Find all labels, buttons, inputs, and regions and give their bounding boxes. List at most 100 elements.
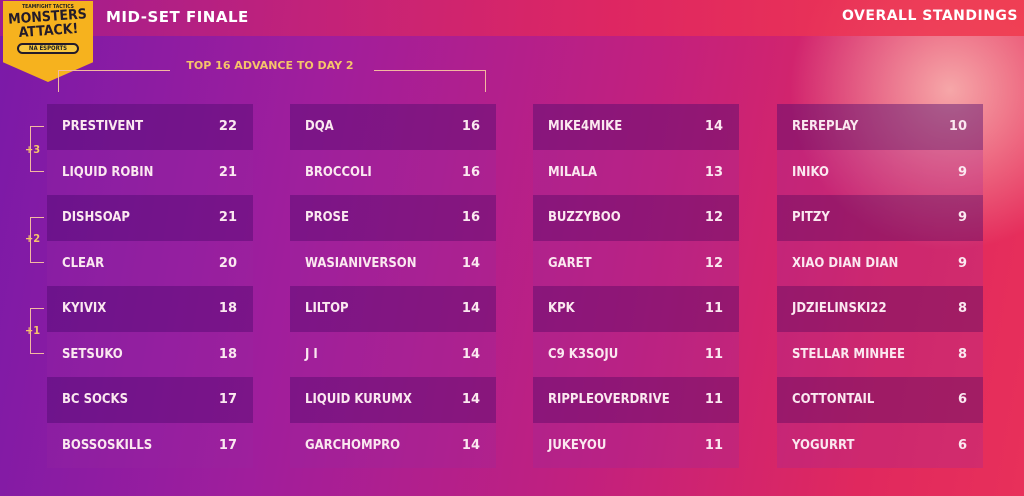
standings-row: J I 14: [290, 331, 496, 377]
player-score: 11: [704, 437, 723, 453]
standings-row: JDZIELINSKI22 8: [777, 286, 983, 332]
advance-line-right: [374, 70, 485, 71]
player-score: 17: [218, 392, 237, 408]
player-score: 9: [957, 255, 967, 271]
standings-row: CLEAR 20: [47, 240, 253, 286]
standings-row: LIQUID ROBIN 21: [47, 149, 253, 195]
player-score: 21: [218, 210, 237, 226]
player-name: CLEAR: [62, 255, 105, 271]
logo-line3: NA ESPORTS: [17, 43, 79, 54]
player-score: 6: [957, 392, 967, 408]
player-score: 14: [461, 437, 480, 453]
player-name: J I: [305, 346, 318, 362]
player-name: SETSUKO: [62, 346, 123, 362]
event-logo: TEAMFIGHT TACTICS MONSTERS ATTACK! NA ESP…: [3, 1, 93, 82]
logo-line2: MONSTERS ATTACK!: [7, 6, 88, 42]
player-score: 10: [948, 119, 967, 135]
standings-row: BROCCOLI 16: [290, 149, 496, 195]
standings-row: PRESTIVENT 22: [47, 104, 253, 150]
player-name: RIPPLEOVERDRIVE: [548, 392, 670, 408]
standings-row: C9 K3SOJU 11: [533, 331, 739, 377]
player-score: 18: [218, 301, 237, 317]
standings-row: WASIANIVERSON 14: [290, 240, 496, 286]
bracket-label: +3: [25, 143, 41, 156]
player-name: MIKE4MIKE: [548, 119, 623, 135]
standings-row: MILALA 13: [533, 149, 739, 195]
standings-column: MIKE4MIKE 14 MILALA 13 BUZZYBOO 12 GARET 12 KPK 1…: [533, 104, 739, 468]
player-score: 13: [704, 164, 723, 180]
standings-row: BUZZYBOO 12: [533, 195, 739, 241]
player-name: LIQUID KURUMX: [305, 392, 412, 408]
player-name: COTTONTAIL: [792, 392, 875, 408]
player-score: 16: [461, 119, 480, 135]
player-name: KPK: [548, 301, 575, 317]
player-name: WASIANIVERSON: [305, 255, 417, 271]
player-name: PROSE: [305, 210, 349, 226]
standings-row: STELLAR MINHEE 8: [777, 331, 983, 377]
player-score: 6: [957, 437, 967, 453]
player-score: 8: [957, 346, 967, 362]
standings-row: RIPPLEOVERDRIVE 11: [533, 377, 739, 423]
player-name: GARCHOMPRO: [305, 437, 401, 453]
player-name: MILALA: [548, 164, 597, 180]
bracket-1: [30, 126, 44, 172]
advance-label: TOP 16 ADVANCE TO DAY 2: [186, 59, 354, 72]
standings-row: YOGURRT 6: [777, 422, 983, 468]
player-score: 21: [218, 164, 237, 180]
player-name: INIKO: [792, 164, 829, 180]
standings-row: DISHSOAP 21: [47, 195, 253, 241]
player-score: 14: [461, 301, 480, 317]
standings-row: SETSUKO 18: [47, 331, 253, 377]
player-score: 14: [461, 392, 480, 408]
standings-row: LILTOP 14: [290, 286, 496, 332]
player-name: LIQUID ROBIN: [62, 164, 154, 180]
player-name: BROCCOLI: [305, 164, 372, 180]
player-name: PITZY: [792, 210, 830, 226]
standings-row: PROSE 16: [290, 195, 496, 241]
player-name: REREPLAY: [792, 119, 859, 135]
player-name: KYIVIX: [62, 301, 107, 317]
player-score: 14: [461, 255, 480, 271]
standings-row: LIQUID KURUMX 14: [290, 377, 496, 423]
standings-row: INIKO 9: [777, 149, 983, 195]
logo-line1: TEAMFIGHT TACTICS: [22, 4, 74, 10]
bracket-2: [30, 217, 44, 263]
player-score: 14: [461, 346, 480, 362]
standings-row: MIKE4MIKE 14: [533, 104, 739, 150]
player-score: 11: [704, 346, 723, 362]
advance-line-right-v: [485, 70, 486, 92]
player-score: 16: [461, 164, 480, 180]
standings-row: KYIVIX 18: [47, 286, 253, 332]
standings-row: COTTONTAIL 6: [777, 377, 983, 423]
player-name: STELLAR MINHEE: [792, 346, 905, 362]
standings-column: PRESTIVENT 22 LIQUID ROBIN 21 DISHSOAP 21 CLEA…: [47, 104, 253, 468]
standings-row: KPK 11: [533, 286, 739, 332]
player-score: 17: [218, 437, 237, 453]
page-title: MID-SET FINALE: [106, 8, 249, 26]
player-name: PRESTIVENT: [62, 119, 144, 135]
bracket-label: +1: [25, 324, 41, 337]
player-score: 14: [704, 119, 723, 135]
player-name: LILTOP: [305, 301, 349, 317]
standings-row: DQA 16: [290, 104, 496, 150]
standings-row: JUKEYOU 11: [533, 422, 739, 468]
advance-line-left: [58, 70, 170, 71]
advance-line-left-v: [58, 70, 59, 92]
player-name: BOSSOSKILLS: [62, 437, 153, 453]
player-score: 12: [704, 210, 723, 226]
player-name: DISHSOAP: [62, 210, 130, 226]
player-score: 12: [704, 255, 723, 271]
player-name: BC SOCKS: [62, 392, 128, 408]
standings-row: REREPLAY 10: [777, 104, 983, 150]
standings-row: GARCHOMPRO 14: [290, 422, 496, 468]
player-name: C9 K3SOJU: [548, 346, 619, 362]
player-score: 9: [957, 210, 967, 226]
player-score: 22: [218, 119, 237, 135]
standings-column: DQA 16 BROCCOLI 16 PROSE 16 WASIANIVERSON 14 LIL…: [290, 104, 496, 468]
player-name: GARET: [548, 255, 592, 271]
player-name: DQA: [305, 119, 334, 135]
player-name: JUKEYOU: [548, 437, 607, 453]
player-score: 8: [957, 301, 967, 317]
standings-title: OVERALL STANDINGS: [842, 8, 1018, 24]
player-score: 20: [218, 255, 237, 271]
